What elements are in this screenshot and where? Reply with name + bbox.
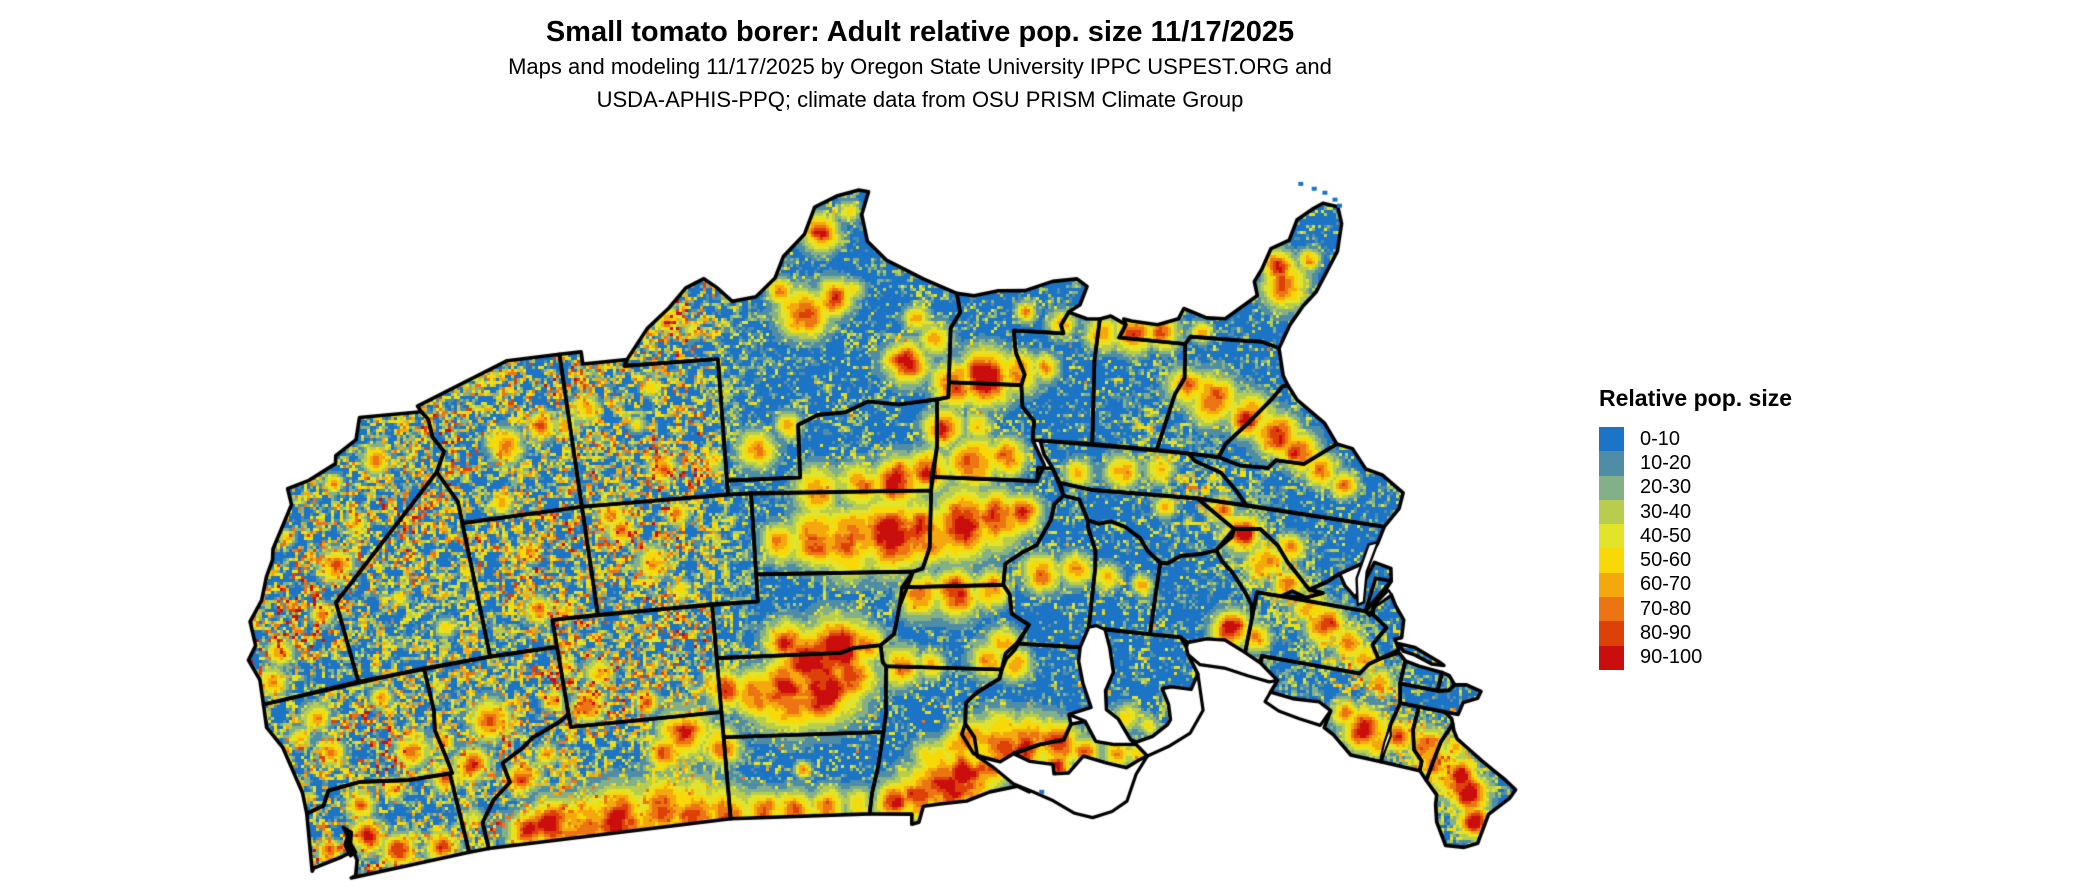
legend-row: 90-100 [1599,645,1792,670]
legend-swatch-icon [1599,524,1624,549]
legend-label: 80-90 [1640,622,1692,645]
legend: Relative pop. size 0-10 10-20 20-30 30-40 40… [1599,385,1792,670]
legend-label: 40-50 [1640,524,1692,547]
legend-label: 60-70 [1640,573,1692,596]
legend-swatch-icon [1599,475,1624,500]
legend-row: 40-50 [1599,524,1792,549]
page-title: Small tomato borer: Adult relative pop. … [545,16,1295,48]
legend-row: 30-40 [1599,499,1792,525]
chart-header: Small tomato borer: Adult relative pop. … [220,14,1620,116]
legend-swatch-icon [1599,427,1624,452]
subtitle-line-1: Maps and modeling 11/17/2025 by Oregon S… [508,54,1332,79]
legend-rows: 0-10 10-20 20-30 30-40 40-50 50-60 60-70 70-80 8… [1599,427,1792,670]
legend-row: 80-90 [1599,621,1792,646]
legend-swatch-icon [1599,572,1624,598]
legend-label: 0-10 [1640,427,1681,450]
legend-title: Relative pop. size [1599,385,1793,411]
legend-row: 70-80 [1599,597,1792,622]
legend-row: 0-10 [1599,427,1792,452]
legend-row: 10-20 [1599,451,1792,476]
legend-label: 10-20 [1640,451,1692,474]
legend-label: 90-100 [1640,646,1703,669]
subtitle-line-2: USDA-APHIS-PPQ; climate data from OSU PR… [596,87,1244,112]
legend-swatch-icon [1599,548,1624,573]
legend-label: 30-40 [1640,500,1692,523]
legend-label: 50-60 [1640,549,1692,572]
legend-row: 60-70 [1599,572,1792,598]
legend-label: 70-80 [1640,597,1692,620]
legend-swatch-icon [1599,451,1624,476]
legend-row: 20-30 [1599,475,1792,500]
legend-swatch-icon [1599,621,1624,646]
legend-swatch-icon [1599,499,1624,525]
legend-swatch-icon [1599,597,1624,622]
legend-swatch-icon [1599,645,1624,670]
legend-row: 50-60 [1599,548,1792,573]
legend-label: 20-30 [1640,476,1692,499]
